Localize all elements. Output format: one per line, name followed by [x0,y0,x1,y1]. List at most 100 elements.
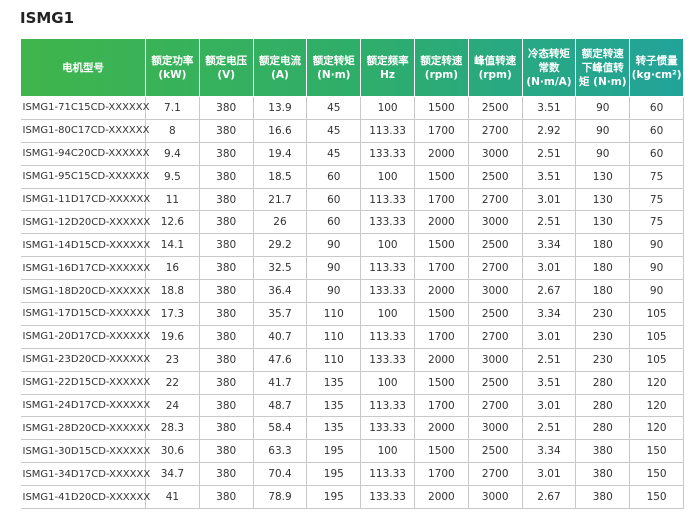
value-cell: 78.9 [252,485,308,510]
table-row: ISMG1-14D15CD-XXXXXX 14.1 380 29.2 90 100 1500… [20,233,684,258]
column-header: 转子惯量 (kg·cm²) [629,38,684,97]
header-line: 额定电压 [205,54,248,67]
value-cell: 3000 [467,347,523,372]
value-cell: 380 [198,256,254,281]
value-cell: 60 [629,96,684,120]
value-cell: 9.4 [145,141,200,166]
value-cell: 19.4 [252,141,308,166]
value-cell: 18.8 [145,279,200,304]
model-cell: ISMG1-14D15CD-XXXXXX [20,233,150,258]
value-cell: 2000 [413,210,469,235]
value-cell: 100 [360,439,415,464]
value-cell: 110 [306,324,362,349]
value-cell: 75 [629,164,684,189]
value-cell: 45 [306,141,362,166]
value-cell: 2.67 [521,279,577,304]
value-cell: 3.51 [521,96,577,120]
value-cell: 90 [575,118,631,143]
value-cell: 2.51 [521,416,577,441]
value-cell: 135 [306,416,362,441]
value-cell: 195 [306,462,362,487]
model-cell: ISMG1-80C17CD-XXXXXX [20,118,149,143]
model-cell: ISMG1-30D15CD-XXXXXX [20,439,150,464]
column-header: 额定电压 (V) [198,38,254,97]
value-cell: 63.3 [252,439,308,464]
value-cell: 2500 [467,164,523,189]
value-cell: 380 [198,393,254,418]
value-cell: 14.1 [145,233,200,258]
value-cell: 133.33 [360,485,415,510]
value-cell: 17.3 [145,302,200,326]
value-cell: 195 [306,439,362,464]
model-cell: ISMG1-17D15CD-XXXXXX [20,302,150,326]
value-cell: 110 [306,347,362,372]
value-cell: 2500 [467,233,523,258]
header-line: 额定功率 [151,54,194,67]
column-header: 电机型号 [20,38,146,97]
value-cell: 2.51 [521,210,577,235]
table-row: ISMG1-17D15CD-XXXXXX 17.3 380 35.7 110 100 150… [20,302,684,326]
value-cell: 230 [575,347,631,372]
model-cell: ISMG1-95C15CD-XXXXXX [20,164,149,189]
value-cell: 1500 [413,233,469,258]
table-row: ISMG1-12D20CD-XXXXXX 12.6 380 26 60 133.33 200… [20,210,684,235]
value-cell: 380 [198,187,254,212]
model-cell: ISMG1-11D17CD-XXXXXX [20,187,150,212]
table-row: ISMG1-80C17CD-XXXXXX 8 380 16.6 45 113.33 1700… [20,118,684,143]
value-cell: 135 [306,393,362,418]
value-cell: 380 [198,141,254,166]
value-cell: 70.4 [252,462,308,487]
value-cell: 90 [306,279,362,304]
table-row: ISMG1-24D17CD-XXXXXX 24 380 48.7 135 113.33 17… [20,393,684,418]
value-cell: 180 [575,233,631,258]
value-cell: 380 [198,279,254,304]
value-cell: 280 [575,370,631,395]
value-cell: 2.67 [521,485,577,510]
header-line: (A) [271,68,289,81]
value-cell: 3000 [467,485,523,510]
header-line: 矩 (N·m) [579,75,627,88]
value-cell: 133.33 [360,210,415,235]
header-line: 转子惯量 [635,54,678,67]
value-cell: 2500 [467,96,523,120]
value-cell: 105 [629,302,684,326]
value-cell: 3.34 [521,302,577,326]
value-cell: 28.3 [145,416,200,441]
value-cell: 120 [629,393,684,418]
value-cell: 2.51 [521,347,577,372]
value-cell: 19.6 [145,324,200,349]
column-header: 冷态转矩 常数 (N·m/A) [521,38,577,97]
value-cell: 3.34 [521,439,577,464]
value-cell: 75 [629,210,684,235]
header-line: 峰值转速 [474,54,517,67]
model-cell: ISMG1-23D20CD-XXXXXX [20,347,150,372]
value-cell: 3.01 [521,187,577,212]
value-cell: 105 [629,347,684,372]
table-header: 电机型号 额定功率 (kW) 额定电压 (V) 额定电流 (A) 额定转矩 (N·m) 额定频率 H… [20,38,684,97]
value-cell: 380 [198,233,254,258]
value-cell: 90 [306,233,362,258]
value-cell: 90 [629,279,684,304]
header-line: (kW) [158,68,187,81]
header-line: 电机型号 [62,61,104,74]
value-cell: 75 [629,187,684,212]
value-cell: 280 [575,416,631,441]
title: ISMG1 [20,9,75,27]
table-row: ISMG1-34D17CD-XXXXXX 34.7 380 70.4 195 113.33… [20,462,684,487]
table-row: ISMG1-23D20CD-XXXXXX 23 380 47.6 110 133.33 20… [20,347,684,372]
value-cell: 8 [145,118,200,143]
value-cell: 90 [575,141,631,166]
spec-table: 电机型号 额定功率 (kW) 额定电压 (V) 额定电流 (A) 额定转矩 (N·m) 额定频率 H… [20,38,684,510]
header-line: (rpm) [478,68,512,81]
value-cell: 60 [306,164,362,189]
table-row: ISMG1-94C20CD-XXXXXX 9.4 380 19.4 45 133.33 20… [20,141,684,166]
value-cell: 2500 [467,370,523,395]
value-cell: 380 [575,462,631,487]
value-cell: 22 [145,370,200,395]
table-row: ISMG1-95C15CD-XXXXXX 9.5 380 18.5 60 100 1500 2… [20,164,684,189]
value-cell: 90 [629,256,684,281]
model-cell: ISMG1-12D20CD-XXXXXX [20,210,150,235]
value-cell: 1500 [413,370,469,395]
value-cell: 47.6 [252,347,308,372]
